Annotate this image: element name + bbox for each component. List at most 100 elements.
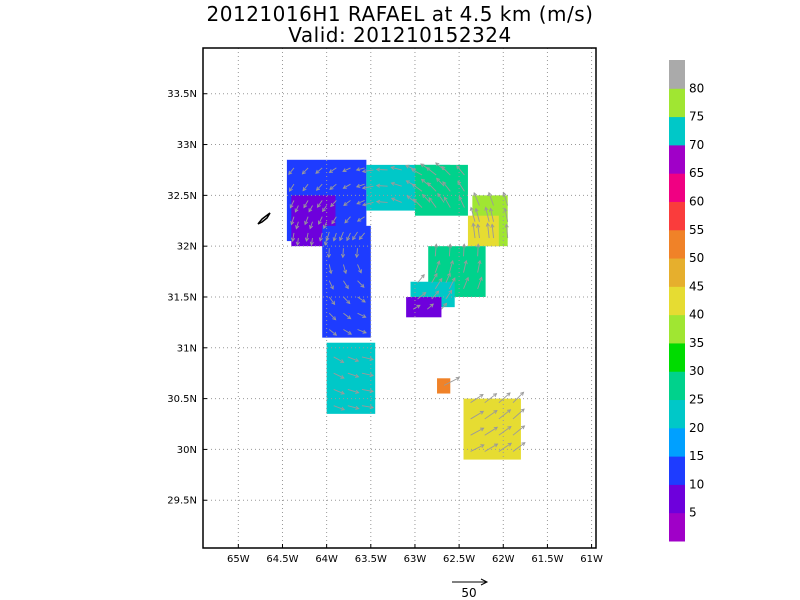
wind-vector (448, 277, 456, 290)
wind-vector (331, 216, 337, 225)
wind-vector (357, 264, 362, 274)
wind-vector (355, 183, 365, 188)
wind-vector (343, 280, 349, 290)
wind-vector (390, 197, 402, 203)
reference-vector: 50 (452, 578, 489, 600)
wind-cell (414, 164, 468, 216)
chart-title: 20121016H1 RAFAEL at 4.5 km (m/s) (206, 2, 594, 26)
wind-vector (504, 223, 509, 239)
wind-vector (498, 392, 511, 404)
wind-vector (410, 168, 423, 176)
wind-vector (428, 197, 437, 208)
wind-vector (484, 206, 490, 222)
wind-vector (431, 290, 440, 300)
wind-vector (347, 405, 360, 410)
wind-vector (342, 264, 348, 275)
wind-vector (355, 167, 365, 172)
wind-vector (412, 198, 423, 208)
wind-vector (322, 205, 328, 213)
wind-vector (448, 259, 454, 273)
plot-frame (202, 47, 597, 549)
wind-vector (288, 183, 295, 192)
colorbar-label: 50 (689, 251, 704, 265)
y-tick-label: 32N (177, 242, 197, 253)
wind-vector (412, 304, 421, 310)
colorbar-label: 25 (689, 393, 704, 407)
wind-vector (362, 202, 374, 207)
wind-vector (294, 205, 299, 213)
wind-vector (484, 426, 499, 436)
colorbar-swatch (669, 342, 685, 372)
x-tick-label: 64W (315, 554, 338, 565)
wind-vector (445, 289, 453, 300)
wind-vector (476, 223, 481, 239)
wind-vector (318, 216, 323, 225)
wind-vector (304, 216, 309, 226)
wind-vector (469, 206, 476, 222)
grid (203, 48, 596, 548)
colorbar-swatch (669, 371, 685, 401)
wind-vector (329, 329, 338, 336)
wind-vector (289, 200, 295, 209)
wind-vector (356, 216, 365, 222)
wind-vector (309, 237, 314, 246)
wind-vector (434, 277, 443, 290)
wind-vector (328, 280, 334, 290)
wind-vector (489, 207, 494, 222)
colorbar-label: 20 (689, 421, 704, 435)
wind-vector (470, 427, 485, 436)
wind-vector (512, 408, 525, 420)
wind-vector (309, 221, 314, 230)
wind-vector (328, 312, 337, 321)
wind-vector (476, 243, 481, 257)
wind-vector (463, 259, 468, 273)
colorbar-swatch (669, 88, 685, 118)
colorbar-swatch (669, 484, 685, 514)
wind-vector (442, 181, 451, 192)
wind-vector (484, 393, 498, 404)
wind-vector (357, 312, 367, 318)
wind-vector (502, 191, 509, 206)
wind-vector (457, 180, 465, 192)
wind-vector (288, 167, 295, 176)
wind-vector (356, 200, 365, 205)
x-tick-label: 61W (580, 554, 603, 565)
wind-vector (427, 182, 437, 192)
wind-vector (461, 243, 467, 257)
wind-vector (477, 259, 482, 273)
colorbar-label: 75 (689, 110, 704, 124)
wind-vector (290, 232, 296, 242)
colorbar-swatch (669, 427, 685, 457)
wind-vector (361, 185, 374, 190)
colorbar-label: 35 (689, 336, 704, 350)
wind-vector (375, 167, 388, 172)
wind-vector (443, 196, 451, 208)
colorbar-label: 55 (689, 223, 704, 237)
wind-vector (490, 223, 495, 239)
wind-vector (441, 302, 448, 310)
wind-cell (467, 215, 499, 247)
wind-vector (512, 442, 526, 452)
wind-cell (326, 342, 376, 414)
wind-vector (308, 205, 313, 213)
wind-vector (477, 276, 483, 290)
wind-vector (328, 167, 337, 173)
colorbar-swatch (669, 116, 685, 146)
wind-vector (333, 405, 346, 411)
x-axis-ticks: 65W 64.5W 64W 63.5W 63W 62.5W 62W 61.5W 61W (227, 544, 603, 565)
wind-vector (375, 183, 388, 188)
wind-vector (358, 232, 365, 241)
wind-vector (434, 243, 439, 257)
wind-vector (290, 216, 295, 226)
wind-vector (474, 207, 480, 222)
colorbar-label: 80 (689, 81, 704, 95)
wind-vector (426, 167, 437, 176)
wind-vector (344, 216, 351, 224)
colorbar-swatch (669, 258, 685, 287)
wind-vector (473, 192, 480, 206)
y-tick-label: 33.5N (167, 89, 197, 100)
colorbar-label: 15 (689, 449, 704, 463)
wind-vector (347, 389, 360, 394)
wind-vector (329, 183, 337, 190)
